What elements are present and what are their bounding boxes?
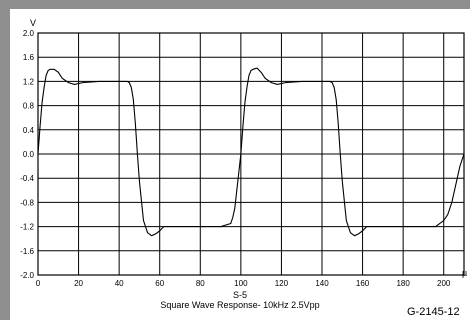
y-tick-label: 1.6 [23, 53, 35, 62]
y-tick-label: -2.0 [20, 271, 34, 280]
y-tick-label: -0.4 [20, 174, 34, 183]
x-tick-label: 80 [196, 279, 205, 288]
x-tick-label: 0 [36, 279, 41, 288]
y-tick-label: -1.2 [20, 223, 34, 232]
x-axis-unit: µ [462, 268, 467, 278]
y-axis-unit: V [30, 18, 36, 28]
grid [37, 32, 465, 276]
x-tick-label: 200 [437, 279, 451, 288]
x-tick-label: 100 [234, 279, 248, 288]
series-line [37, 67, 465, 237]
caption-code: S-5 [232, 290, 247, 300]
x-tick-labels: 0 20 40 60 80 100 120 140 160 180 200 [36, 279, 451, 288]
y-tick-label: 2.0 [23, 29, 35, 38]
x-tick-label: 140 [315, 279, 329, 288]
x-tick-label: 20 [74, 279, 83, 288]
y-tick-label: 0.8 [23, 102, 35, 111]
y-tick-labels: 2.0 1.6 1.2 0.8 0.4 0.0 -0.4 -0.8 -1.2 -1.6 -2.0 [20, 29, 34, 280]
caption-text: Square Wave Response- 10kHz 2.5Vpp [160, 300, 320, 310]
x-tick-label: 120 [275, 279, 289, 288]
chart: 2.0 1.6 1.2 0.8 0.4 0.0 -0.4 -0.8 -1.2 -1.6 -2.0 0… [20, 18, 467, 288]
x-tick-label: 40 [115, 279, 124, 288]
figure-id: G-2145-12 [407, 306, 460, 318]
series-layer [37, 67, 465, 237]
y-tick-label: 0.4 [23, 126, 35, 135]
y-tick-label: 1.2 [23, 77, 35, 86]
y-tick-label: -1.6 [20, 247, 34, 256]
figure-frame: 2.0 1.6 1.2 0.8 0.4 0.0 -0.4 -0.8 -1.2 -1.6 -2.0 0… [10, 9, 470, 320]
x-tick-label: 60 [155, 279, 164, 288]
y-tick-label: -0.8 [20, 198, 34, 207]
x-tick-label: 180 [396, 279, 410, 288]
x-tick-label: 160 [356, 279, 370, 288]
figure-caption: S-5 Square Wave Response- 10kHz 2.5Vpp [10, 290, 470, 310]
y-tick-label: 0.0 [23, 150, 35, 159]
